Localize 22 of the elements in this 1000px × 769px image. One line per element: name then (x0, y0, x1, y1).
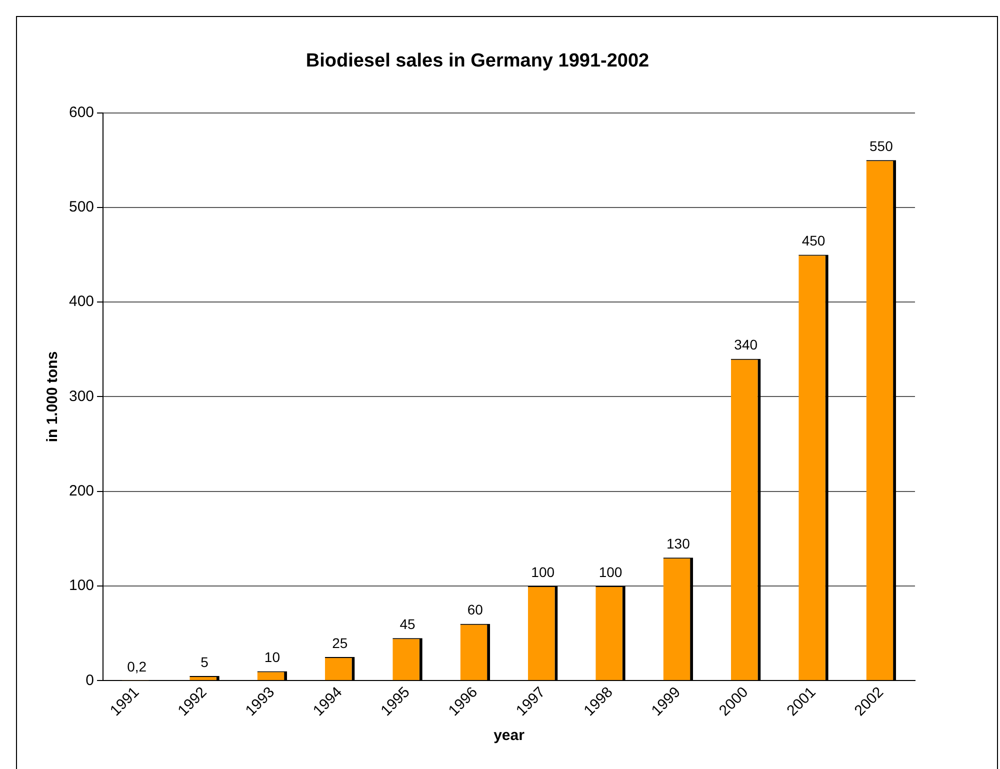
data-label: 100 (531, 564, 555, 580)
y-tick-label: 100 (68, 577, 94, 594)
y-tick-label: 300 (68, 388, 94, 405)
y-tick-label: 200 (68, 482, 94, 500)
data-label: 340 (734, 336, 758, 353)
data-label: 100 (598, 564, 622, 580)
chart-title: Biodiesel sales in Germany 1991-2002 (306, 50, 650, 72)
data-label: 60 (467, 602, 484, 618)
data-label: 550 (869, 138, 894, 154)
data-label: 5 (200, 654, 209, 670)
data-label: 0,2 (127, 658, 147, 674)
data-label: 10 (264, 649, 280, 666)
y-tick-label: 400 (68, 293, 94, 310)
y-tick-label: 600 (68, 104, 94, 121)
data-label: 25 (332, 634, 348, 651)
data-label: 130 (666, 535, 690, 552)
data-label: 450 (802, 232, 826, 249)
x-axis-title: year (494, 727, 525, 744)
y-tick-label: 500 (68, 198, 94, 216)
data-label: 45 (400, 616, 416, 632)
y-axis-title: in 1.000 tons (44, 351, 62, 442)
y-tick-label: 0 (86, 672, 94, 689)
